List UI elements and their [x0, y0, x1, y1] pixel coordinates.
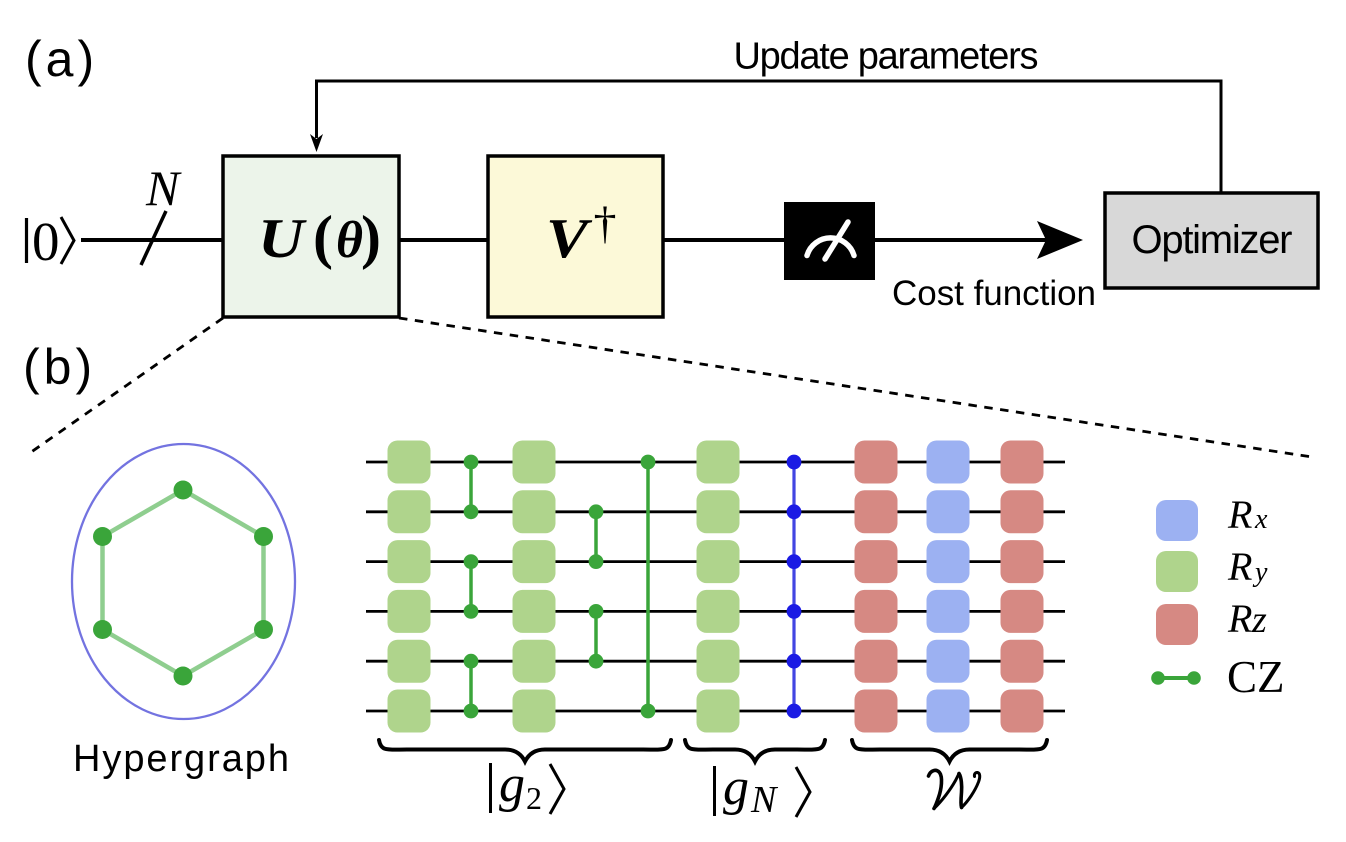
svg-text:x: x — [1254, 504, 1268, 535]
svg-text:): ) — [361, 204, 381, 270]
svg-text:2: 2 — [526, 780, 542, 816]
svg-text:(b): (b) — [23, 339, 96, 395]
svg-text:CZ: CZ — [1227, 652, 1285, 702]
svg-text:V: V — [546, 208, 593, 270]
svg-text:R: R — [1227, 492, 1252, 537]
svg-text:Update parameters: Update parameters — [734, 36, 1039, 78]
svg-text:g: g — [723, 759, 749, 816]
svg-text:z: z — [1251, 599, 1267, 641]
svg-text:(: ( — [313, 204, 333, 270]
svg-text:R: R — [1227, 596, 1252, 641]
svg-text:N: N — [750, 779, 779, 821]
svg-text:Hypergraph: Hypergraph — [73, 738, 289, 780]
svg-text:†: † — [594, 197, 617, 248]
svg-text:θ: θ — [336, 212, 363, 269]
svg-text:N: N — [145, 160, 182, 216]
svg-text:(a): (a) — [25, 31, 98, 87]
svg-text:Optimizer: Optimizer — [1132, 218, 1293, 262]
svg-text:0: 0 — [32, 211, 60, 272]
svg-text:R: R — [1227, 544, 1252, 589]
svg-text:y: y — [1252, 557, 1268, 588]
svg-text:U: U — [258, 208, 307, 270]
svg-text:g: g — [499, 756, 525, 813]
svg-text:Cost function: Cost function — [892, 274, 1096, 313]
